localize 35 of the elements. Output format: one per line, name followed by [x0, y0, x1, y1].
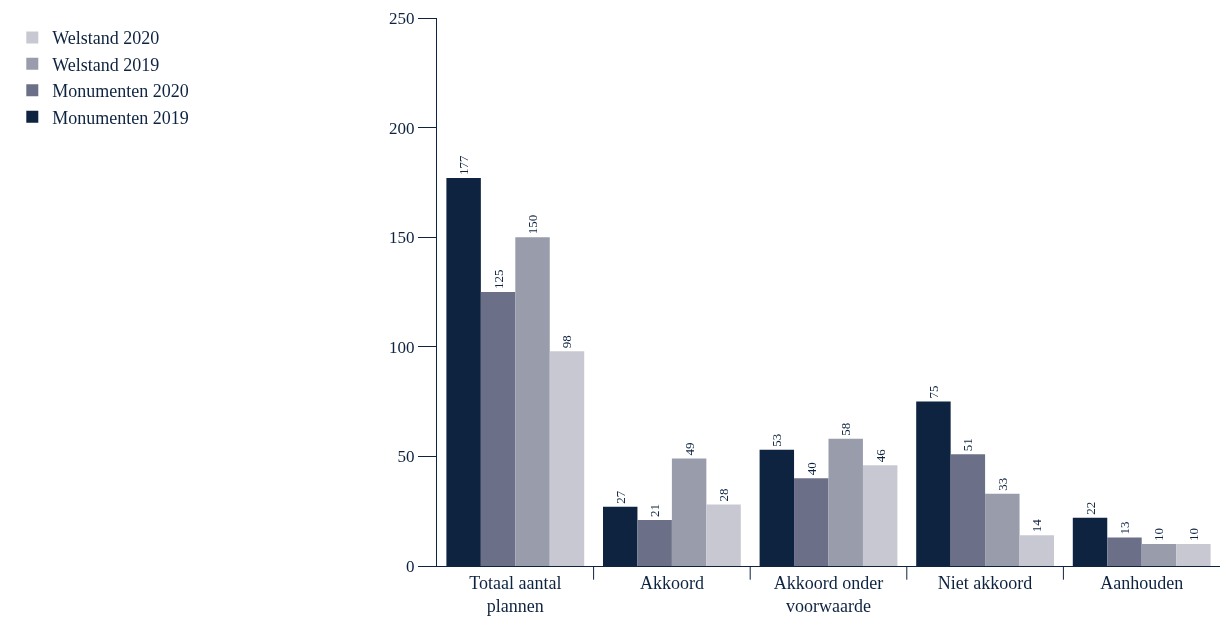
x-tick-label: Niet akkoord: [937, 572, 1033, 593]
x-tick-label: Akkoord: [639, 572, 704, 593]
data-label: 177: [456, 155, 472, 176]
data-label: 27: [612, 490, 628, 504]
legend-label: Monumenten 2020: [52, 81, 189, 102]
x-tick-label: Akkoord onder voorwaarde: [773, 572, 884, 616]
data-label: 13: [1116, 521, 1132, 535]
data-label: 75: [925, 385, 941, 399]
legend-label: Welstand 2020: [52, 28, 160, 49]
data-label: 46: [872, 448, 888, 463]
data-label: 33: [994, 477, 1010, 491]
y-tick-label: 150: [389, 228, 415, 248]
data-label: 28: [716, 488, 732, 502]
data-label: 150: [525, 214, 541, 235]
y-tick-label: 0: [406, 556, 415, 576]
data-label: 51: [960, 438, 976, 452]
data-label: 21: [647, 503, 663, 517]
data-label: 53: [769, 433, 785, 447]
y-tick-label: 250: [389, 8, 415, 28]
data-label: 98: [559, 335, 575, 349]
y-tick-label: 100: [389, 337, 415, 357]
legend-label: Welstand 2019: [52, 54, 160, 75]
data-label: 10: [1185, 528, 1201, 542]
x-tick-label: Aanhouden: [1100, 572, 1184, 593]
y-tick-label: 200: [389, 118, 415, 138]
data-label: 22: [1082, 501, 1098, 515]
legend-label: Monumenten 2019: [52, 107, 189, 128]
data-label: 40: [803, 462, 819, 476]
data-label: 49: [681, 442, 697, 456]
data-label: 14: [1029, 518, 1045, 533]
x-tick-label: Totaal aantal plannen: [469, 572, 562, 616]
y-tick-label: 50: [397, 447, 415, 467]
data-label: 58: [838, 422, 854, 436]
data-label: 125: [490, 269, 506, 289]
data-label: 10: [1151, 528, 1167, 542]
